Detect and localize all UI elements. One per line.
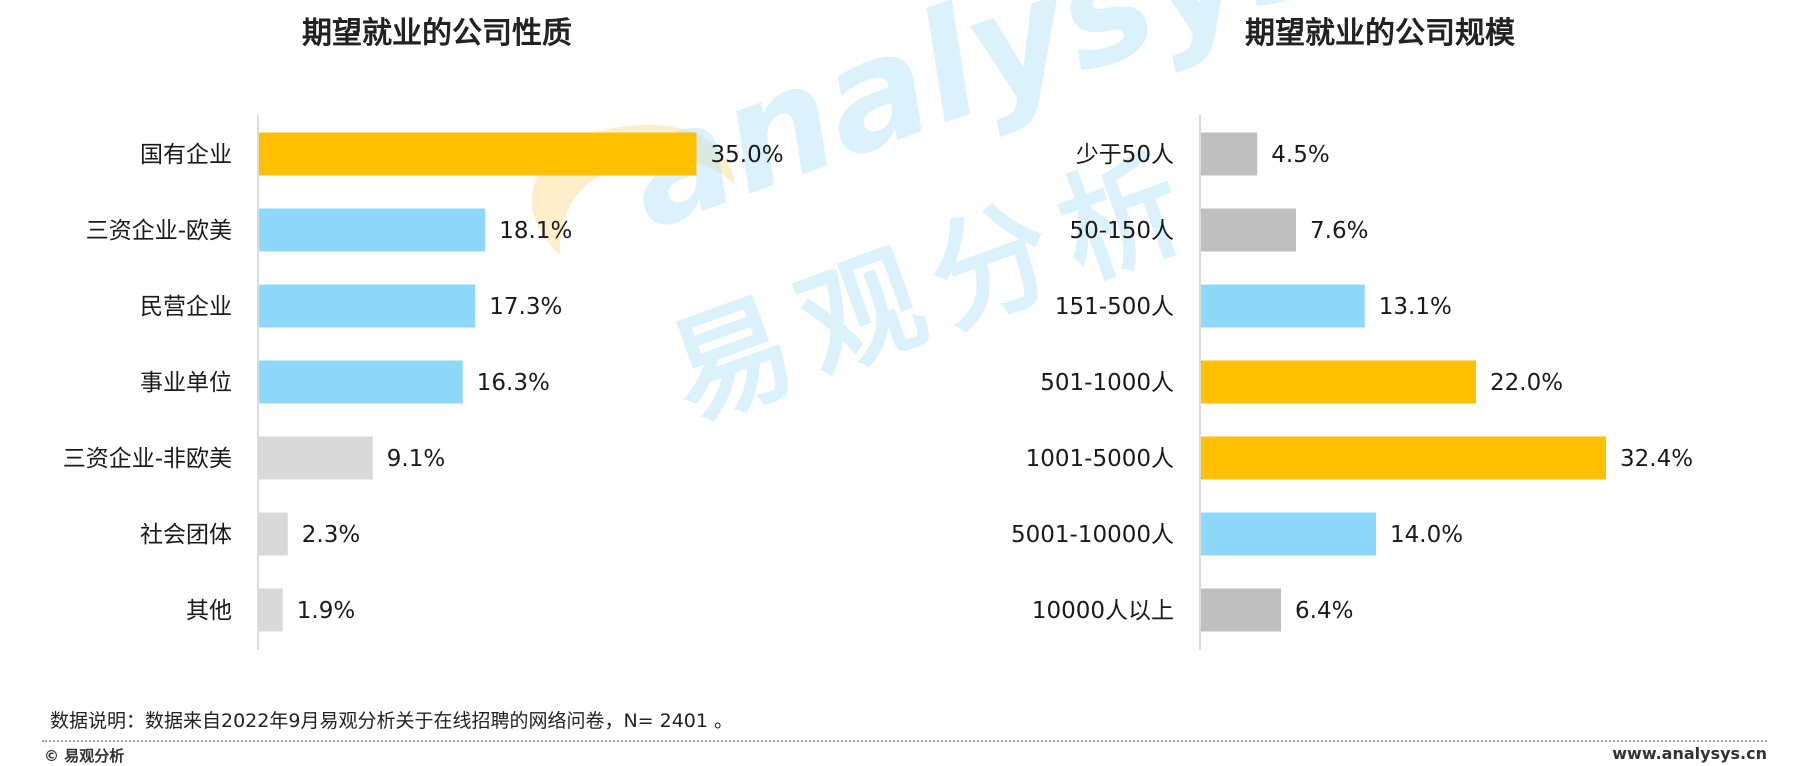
value-label-0-6: 1.9%: [297, 598, 355, 624]
bar-0-2: [259, 284, 476, 328]
bar-1-4: [1201, 436, 1606, 480]
category-label-0-3: 事业单位: [140, 370, 232, 396]
chart-title-company-size: 期望就业的公司规模: [1245, 16, 1515, 51]
chart-company-nature: 国有企业 35.0% 三资企业-欧美 18.1% 民营企业 17.3% 事业单位 16.3% 三…: [63, 115, 784, 650]
footer-copyright: © 易观分析: [44, 747, 125, 765]
chart-company-size: 少于50人 4.5% 50-150人 7.6% 151-500人 13.1% 501-100…: [1011, 115, 1693, 650]
value-label-0-4: 9.1%: [387, 446, 445, 472]
value-label-0-3: 16.3%: [477, 370, 550, 396]
category-label-1-2: 151-500人: [1055, 294, 1174, 320]
footer-website-link[interactable]: www.analysys.cn: [1612, 744, 1767, 763]
category-label-1-1: 50-150人: [1070, 218, 1174, 244]
category-label-1-0: 少于50人: [1076, 142, 1174, 168]
category-label-0-4: 三资企业-非欧美: [63, 446, 232, 472]
chart-title-company-nature: 期望就业的公司性质: [302, 16, 572, 51]
value-label-0-1: 18.1%: [499, 218, 572, 244]
bar-0-1: [259, 208, 486, 252]
category-label-1-6: 10000人以上: [1032, 598, 1174, 624]
category-label-1-4: 1001-5000人: [1026, 446, 1174, 472]
value-label-1-4: 32.4%: [1620, 446, 1693, 472]
bar-1-5: [1201, 512, 1376, 556]
value-label-0-5: 2.3%: [302, 522, 360, 548]
footer-divider: [42, 740, 1767, 742]
category-label-1-5: 5001-10000人: [1011, 522, 1174, 548]
bar-1-2: [1201, 284, 1365, 328]
bar-0-3: [259, 360, 463, 404]
value-label-1-3: 22.0%: [1490, 370, 1563, 396]
value-label-1-1: 7.6%: [1310, 218, 1368, 244]
data-note: 数据说明：数据来自2022年9月易观分析关于在线招聘的网络问卷，N= 2401 …: [50, 710, 734, 732]
category-label-0-0: 国有企业: [140, 142, 232, 168]
category-label-0-1: 三资企业-欧美: [86, 218, 232, 244]
category-label-0-6: 其他: [186, 598, 232, 624]
category-label-0-2: 民营企业: [140, 294, 232, 320]
value-label-1-2: 13.1%: [1379, 294, 1452, 320]
value-label-0-0: 35.0%: [711, 142, 784, 168]
bar-0-0: [259, 132, 697, 176]
bar-1-6: [1201, 588, 1281, 632]
value-label-0-2: 17.3%: [489, 294, 562, 320]
bar-0-6: [259, 588, 283, 632]
category-label-1-3: 501-1000人: [1040, 370, 1174, 396]
category-label-0-5: 社会团体: [140, 522, 232, 548]
value-label-1-5: 14.0%: [1390, 522, 1463, 548]
bar-0-4: [259, 436, 373, 480]
bar-0-5: [259, 512, 288, 556]
bar-1-1: [1201, 208, 1296, 252]
value-label-1-6: 6.4%: [1295, 598, 1353, 624]
bar-1-3: [1201, 360, 1476, 404]
bar-1-0: [1201, 132, 1258, 176]
value-label-1-0: 4.5%: [1271, 142, 1329, 168]
